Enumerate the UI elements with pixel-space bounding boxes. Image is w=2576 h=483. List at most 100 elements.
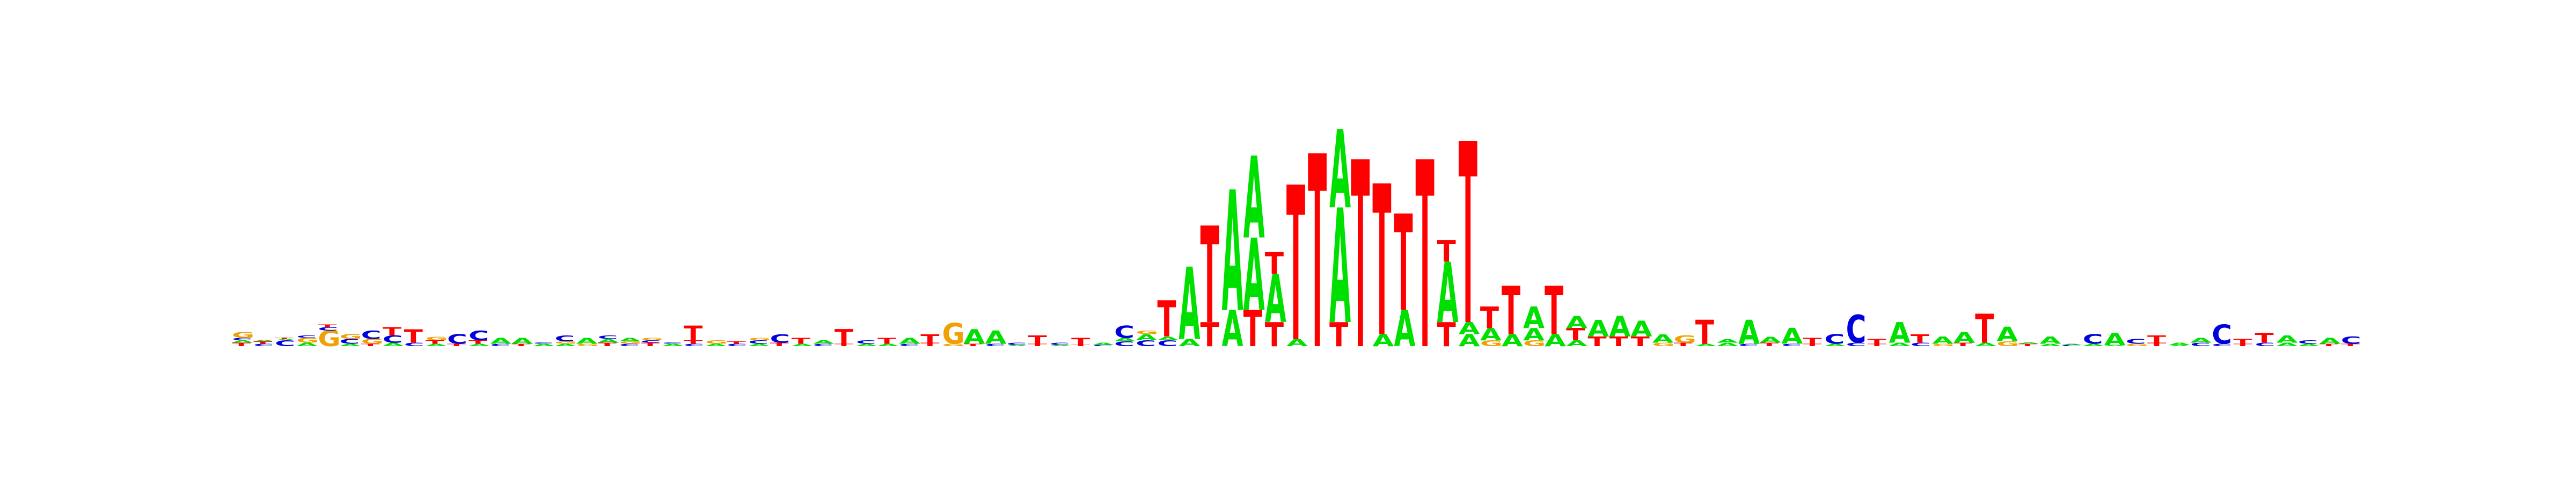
logo-letter-A: A	[1523, 325, 1545, 345]
logo-letter-T: T	[1975, 306, 1994, 353]
logo-column: TT	[2147, 334, 2167, 348]
logo-letter-C: C	[1114, 340, 1135, 347]
logo-letter-A: A	[2083, 343, 2105, 347]
logo-column: AG	[705, 339, 728, 347]
logo-column: TA	[1953, 329, 1975, 347]
logo-letter-C: C	[748, 339, 769, 345]
logo-letter-A: A	[2190, 336, 2212, 344]
logo-letter-T: T	[1028, 343, 1047, 347]
logo-column: ACT	[383, 325, 404, 347]
logo-column: TT	[1028, 333, 1047, 347]
logo-column: AA	[1889, 317, 1911, 349]
logo-letter-C: C	[1738, 343, 1759, 347]
logo-letter-C: C	[533, 342, 553, 345]
logo-column: AA	[2169, 342, 2191, 347]
logo-column: ACG	[748, 337, 771, 347]
logo-letter-A: A	[2169, 345, 2191, 347]
logo-column: T	[1351, 109, 1370, 407]
logo-letter-T: T	[1953, 342, 1973, 348]
logo-letter-T: T	[2233, 338, 2252, 345]
logo-letter-A: A	[662, 343, 684, 347]
logo-letter-A: A	[1265, 261, 1286, 338]
logo-letter-T: T	[684, 339, 703, 345]
logo-letter-T: T	[404, 326, 423, 347]
logo-letter-A: A	[1136, 333, 1158, 342]
logo-column: CAG	[1136, 330, 1158, 348]
logo-letter-C: C	[2341, 335, 2361, 346]
logo-column: CTA	[253, 340, 275, 347]
logo-column: TCG	[641, 337, 663, 347]
logo-letter-T: T	[1803, 343, 1821, 347]
logo-column: TA	[1631, 317, 1652, 349]
logo-column: TA	[1760, 335, 1782, 347]
logo-letter-G: G	[318, 326, 340, 352]
logo-letter-C: C	[1093, 345, 1113, 347]
logo-column: AA	[2277, 334, 2298, 348]
logo-letter-A: A	[576, 336, 598, 346]
logo-letter-T: T	[641, 342, 660, 348]
logo-column: TT	[1201, 200, 1219, 354]
logo-letter-A: A	[2061, 343, 2083, 346]
logo-letter-C: C	[684, 343, 704, 347]
logo-letter-A: A	[1480, 325, 1502, 345]
logo-letter-T: T	[1416, 109, 1435, 407]
logo-column: AT	[1545, 273, 1566, 350]
logo-letter-C: C	[361, 328, 382, 342]
logo-column: TA	[511, 336, 533, 347]
logo-letter-G: G	[942, 343, 964, 347]
logo-column: GAA	[1523, 300, 1546, 348]
logo-column: CAT	[1157, 291, 1179, 348]
logo-letter-T: T	[447, 343, 466, 347]
logo-column: GA	[1932, 335, 1955, 347]
logo-column: AC	[1824, 331, 1846, 347]
logo-letter-A: A	[2104, 330, 2126, 349]
logo-letter-G: G	[1996, 340, 2019, 347]
logo-letter-A: A	[1243, 218, 1265, 334]
logo-column: TA	[2319, 336, 2341, 347]
logo-letter-C: C	[727, 343, 747, 347]
logo-letter-A: A	[1523, 300, 1545, 335]
logo-column: AC	[2298, 339, 2320, 347]
logo-letter-T: T	[361, 343, 380, 347]
logo-column: AC	[662, 342, 684, 347]
logo-column: CA	[1093, 342, 1115, 347]
logo-letter-A: A	[2169, 342, 2191, 346]
logo-letter-T: T	[2255, 330, 2274, 346]
logo-column: CT	[404, 326, 425, 347]
logo-letter-A: A	[705, 343, 727, 347]
logo-letter-C: C	[469, 328, 489, 343]
logo-column: GCT	[318, 324, 340, 351]
logo-column: AC	[533, 342, 555, 347]
logo-letter-T: T	[920, 332, 939, 346]
logo-column: T	[1308, 101, 1327, 409]
logo-letter-G: G	[1652, 342, 1675, 348]
logo-letter-A: A	[1394, 301, 1415, 358]
logo-letter-A: A	[232, 340, 254, 343]
logo-letter-G: G	[555, 341, 577, 345]
logo-letter-A: A	[748, 343, 770, 347]
logo-letter-G: G	[1136, 330, 1158, 335]
logo-letter-C: C	[2083, 331, 2103, 347]
logo-letter-C: C	[2126, 338, 2146, 345]
logo-letter-A: A	[511, 336, 533, 346]
logo-letter-T: T	[770, 342, 789, 348]
logo-letter-A: A	[1566, 313, 1587, 333]
logo-column: ATG	[426, 335, 448, 347]
logo-letter-C: C	[619, 343, 640, 347]
logo-column: AT	[1286, 143, 1308, 390]
logo-letter-T: T	[1201, 200, 1219, 354]
logo-letter-A: A	[813, 339, 835, 345]
logo-letter-A: A	[1824, 343, 1846, 347]
logo-column: AA	[1222, 157, 1243, 358]
logo-letter-C: C	[383, 334, 403, 345]
logo-letter-T: T	[1308, 101, 1327, 409]
logo-letter-T: T	[1157, 291, 1176, 348]
logo-letter-T: T	[2018, 343, 2037, 347]
logo-letter-C: C	[1007, 342, 1027, 346]
logo-letter-A: A	[1932, 335, 1953, 346]
logo-column: TA	[1609, 311, 1630, 349]
logo-letter-A: A	[1459, 331, 1480, 350]
logo-letter-T: T	[1459, 92, 1477, 380]
logo-letter-C: C	[2212, 343, 2232, 347]
logo-letter-C: C	[813, 343, 833, 347]
